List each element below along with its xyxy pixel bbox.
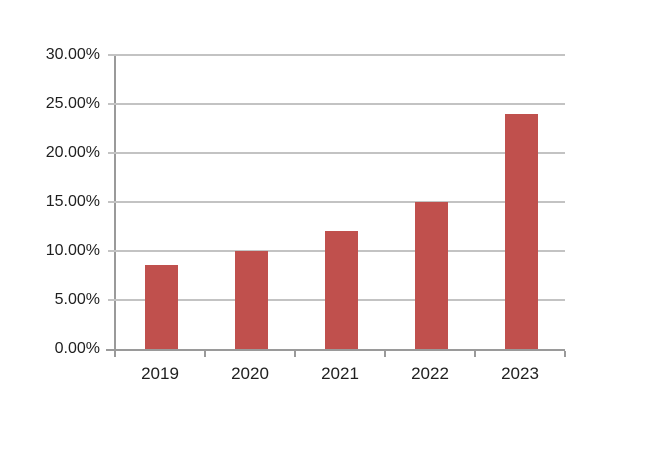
x-axis-tick [384,351,386,357]
y-axis-tick-label: 15.00% [45,193,100,210]
bar-2023 [504,113,538,349]
x-axis-label: 2023 [501,364,539,383]
y-axis-tick-label: 30.00% [45,46,100,63]
x-axis-label: 2019 [141,364,179,383]
y-axis-tick-label: 10.00% [45,242,100,259]
gridline [108,103,565,105]
y-axis-tick-label: 25.00% [45,95,100,112]
bar-2020 [234,251,268,349]
bar-2022 [414,202,448,349]
bar-2021 [324,231,358,349]
y-axis-tick-label: 0.00% [54,340,100,357]
x-axis-tick [294,351,296,357]
x-axis-label: 2021 [321,364,359,383]
x-axis-tick [474,351,476,357]
x-axis-label: 2022 [411,364,449,383]
x-axis-label: 2020 [231,364,269,383]
gridline [108,54,565,56]
bar-2019 [144,264,178,349]
x-axis-tick [114,351,116,357]
gridline [108,152,565,154]
x-axis-tick [564,351,566,357]
x-axis-left-tick [106,349,114,351]
y-axis-tick-label: 20.00% [45,144,100,161]
plot-area [108,54,565,351]
gridline [108,201,565,203]
x-axis-tick [204,351,206,357]
y-axis-tick-label: 5.00% [54,291,100,308]
